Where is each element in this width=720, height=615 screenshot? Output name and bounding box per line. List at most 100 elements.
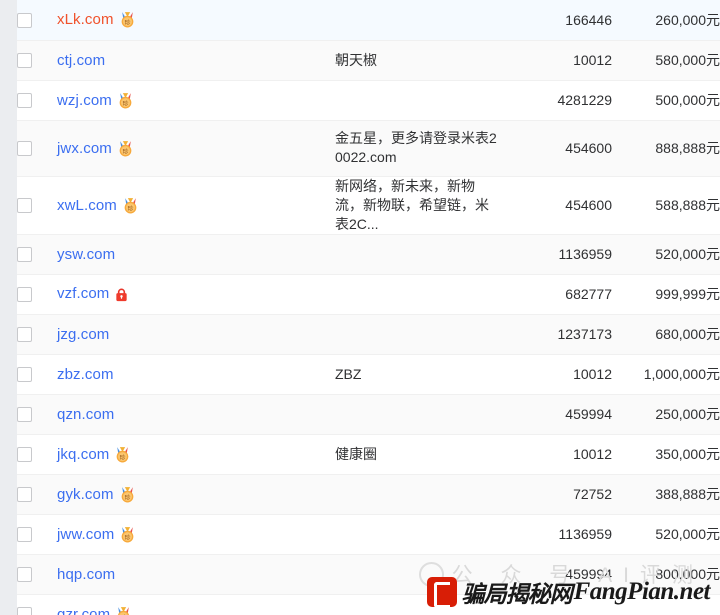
treasure-medal-icon: 珍 (119, 526, 136, 543)
table-row[interactable]: gyk.com 珍 72752 388,888元 (17, 474, 720, 514)
row-select-cell (17, 474, 57, 514)
table-row[interactable]: gzr.com 珍 (17, 594, 720, 615)
row-checkbox[interactable] (17, 287, 32, 303)
domain-link[interactable]: jzg.com (57, 325, 110, 343)
row-checkbox[interactable] (17, 198, 32, 214)
domain-link[interactable]: gyk.com (57, 485, 114, 503)
row-checkbox[interactable] (17, 247, 32, 263)
treasure-medal-icon: 珍 (119, 11, 136, 28)
description-cell: 新网络，新未来，新物流，新物联，希望链，米表2C... (335, 177, 489, 232)
table-row[interactable]: xwL.com 珍 新网络，新未来，新物流，新物联，希望链，米表2C... 45460… (17, 176, 720, 234)
svg-text:珍: 珍 (120, 453, 126, 461)
domain-link[interactable]: qzn.com (57, 405, 115, 423)
description-cell (335, 274, 500, 314)
description-cell: 金五星，更多请登录米表20022.com (335, 130, 497, 165)
price-cell: 388,888元 (655, 486, 720, 502)
visits-cell: 166446 (565, 11, 612, 28)
row-select-cell (17, 120, 57, 176)
table-row[interactable]: jww.com 珍 1136959 520,000元 (17, 514, 720, 554)
lock-icon (114, 287, 131, 304)
domain-link[interactable]: wzj.com (57, 91, 112, 109)
row-checkbox[interactable] (17, 13, 32, 29)
domain-link[interactable]: ysw.com (57, 245, 116, 263)
treasure-medal-icon: 珍 (117, 92, 134, 109)
domain-link[interactable]: hqp.com (57, 565, 116, 583)
description-cell (335, 314, 500, 354)
domain-cell: qzn.com (57, 394, 335, 434)
price-cell: 888,888元 (655, 140, 720, 156)
price-cell: 260,000元 (655, 11, 720, 28)
row-select-cell (17, 394, 57, 434)
treasure-medal-icon: 珍 (115, 606, 132, 615)
row-checkbox[interactable] (17, 327, 32, 343)
domain-link[interactable]: zbz.com (57, 365, 114, 383)
price-cell: 588,888元 (655, 197, 720, 213)
row-checkbox[interactable] (17, 407, 32, 423)
description-cell: 朝天椒 (335, 51, 377, 68)
row-checkbox[interactable] (17, 567, 32, 583)
row-checkbox[interactable] (17, 487, 32, 503)
table-row[interactable]: wzj.com 珍 4281229 500,000元 (17, 80, 720, 120)
table-row[interactable]: jkq.com 珍 健康圈 10012 350,000元 (17, 434, 720, 474)
description-cell: 健康圈 (335, 445, 377, 462)
table-row[interactable]: ysw.com 1136959 520,000元 (17, 234, 720, 274)
domain-cell: zbz.com (57, 354, 335, 394)
row-select-cell (17, 274, 57, 314)
domain-table-body: xLk.com 珍 166446 260,000元 ctj.com 朝天椒 10012 580… (17, 0, 720, 615)
row-checkbox[interactable] (17, 93, 32, 109)
description-cell: ZBZ (335, 365, 362, 382)
table-row[interactable]: xLk.com 珍 166446 260,000元 (17, 0, 720, 40)
treasure-medal-icon: 珍 (117, 140, 134, 157)
domain-cell: gyk.com 珍 (57, 474, 335, 514)
description-cell (335, 594, 500, 615)
svg-text:珍: 珍 (122, 99, 128, 107)
row-checkbox[interactable] (17, 607, 32, 615)
price-cell: 250,000元 (655, 406, 720, 422)
domain-link[interactable]: jkq.com (57, 445, 110, 463)
visits-cell: 459994 (565, 566, 612, 582)
description-cell (335, 514, 500, 554)
visits-cell: 1237173 (557, 326, 612, 342)
visits-cell: 454600 (565, 140, 612, 156)
domain-link[interactable]: vzf.com (57, 284, 110, 302)
domain-cell: jkq.com 珍 (57, 434, 335, 474)
row-checkbox[interactable] (17, 527, 32, 543)
row-checkbox[interactable] (17, 367, 32, 383)
table-row[interactable]: vzf.com 682777 999,999元 (17, 274, 720, 314)
row-checkbox[interactable] (17, 141, 32, 157)
treasure-medal-icon: 珍 (119, 486, 136, 503)
table-row[interactable]: ctj.com 朝天椒 10012 580,000元 (17, 40, 720, 80)
domain-link[interactable]: jww.com (57, 525, 115, 543)
table-row[interactable]: qzn.com 459994 250,000元 (17, 394, 720, 434)
domain-link[interactable]: xwL.com (57, 196, 117, 214)
visits-cell (500, 594, 612, 615)
domain-link[interactable]: xLk.com (57, 11, 114, 29)
treasure-medal-icon: 珍 (114, 446, 131, 463)
table-row[interactable]: zbz.com ZBZ 10012 1,000,000元 (17, 354, 720, 394)
domain-link[interactable]: gzr.com (57, 605, 111, 615)
visits-cell: 10012 (573, 366, 612, 382)
table-row[interactable]: jzg.com 1237173 680,000元 (17, 314, 720, 354)
row-select-cell (17, 40, 57, 80)
price-cell: 999,999元 (655, 286, 720, 302)
row-select-cell (17, 176, 57, 234)
domain-link[interactable]: jwx.com (57, 139, 112, 157)
visits-cell: 454600 (565, 197, 612, 213)
domain-link[interactable]: ctj.com (57, 51, 106, 69)
domain-cell: hqp.com (57, 554, 335, 594)
domain-cell: vzf.com (57, 274, 335, 314)
description-cell (335, 234, 500, 274)
table-row[interactable]: jwx.com 珍 金五星，更多请登录米表20022.com 454600 888,88… (17, 120, 720, 176)
row-select-cell (17, 354, 57, 394)
price-cell: 580,000元 (655, 52, 720, 68)
row-checkbox[interactable] (17, 447, 32, 463)
row-checkbox[interactable] (17, 53, 32, 69)
table-row[interactable]: hqp.com 459994 800,000元 (17, 554, 720, 594)
price-cell: 680,000元 (655, 326, 720, 342)
domain-cell: xwL.com 珍 (57, 176, 335, 234)
price-cell: 350,000元 (655, 446, 720, 462)
row-select-cell (17, 514, 57, 554)
description-cell (335, 394, 500, 434)
price-cell: 500,000元 (655, 92, 720, 108)
